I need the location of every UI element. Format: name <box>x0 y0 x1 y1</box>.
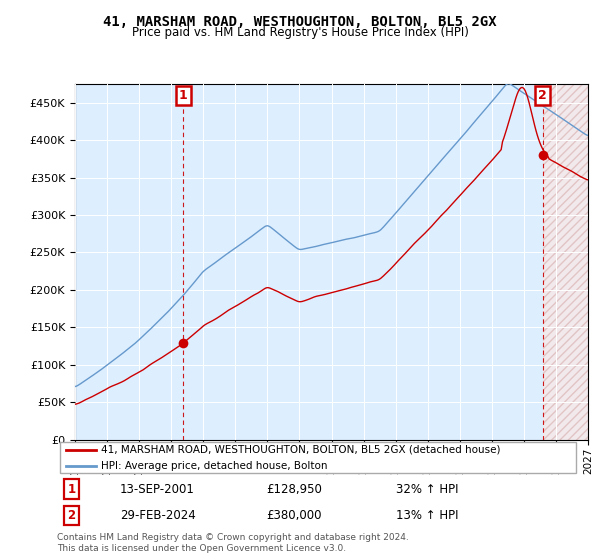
Text: 2: 2 <box>68 509 76 522</box>
Text: 32% ↑ HPI: 32% ↑ HPI <box>397 483 459 496</box>
Text: 1: 1 <box>179 88 188 102</box>
Text: Price paid vs. HM Land Registry's House Price Index (HPI): Price paid vs. HM Land Registry's House … <box>131 26 469 39</box>
Text: 29-FEB-2024: 29-FEB-2024 <box>119 509 196 522</box>
Text: HPI: Average price, detached house, Bolton: HPI: Average price, detached house, Bolt… <box>101 460 328 470</box>
Text: Contains HM Land Registry data © Crown copyright and database right 2024.
This d: Contains HM Land Registry data © Crown c… <box>57 533 409 553</box>
Text: 41, MARSHAM ROAD, WESTHOUGHTON, BOLTON, BL5 2GX: 41, MARSHAM ROAD, WESTHOUGHTON, BOLTON, … <box>103 15 497 29</box>
Text: 13% ↑ HPI: 13% ↑ HPI <box>397 509 459 522</box>
Bar <box>542 66 588 440</box>
Text: 1: 1 <box>68 483 76 496</box>
Text: 13-SEP-2001: 13-SEP-2001 <box>119 483 194 496</box>
Text: £128,950: £128,950 <box>266 483 322 496</box>
Text: £380,000: £380,000 <box>266 509 322 522</box>
Text: 2: 2 <box>538 88 547 102</box>
Text: 41, MARSHAM ROAD, WESTHOUGHTON, BOLTON, BL5 2GX (detached house): 41, MARSHAM ROAD, WESTHOUGHTON, BOLTON, … <box>101 445 501 455</box>
Bar <box>542 84 588 440</box>
FancyBboxPatch shape <box>59 442 577 473</box>
